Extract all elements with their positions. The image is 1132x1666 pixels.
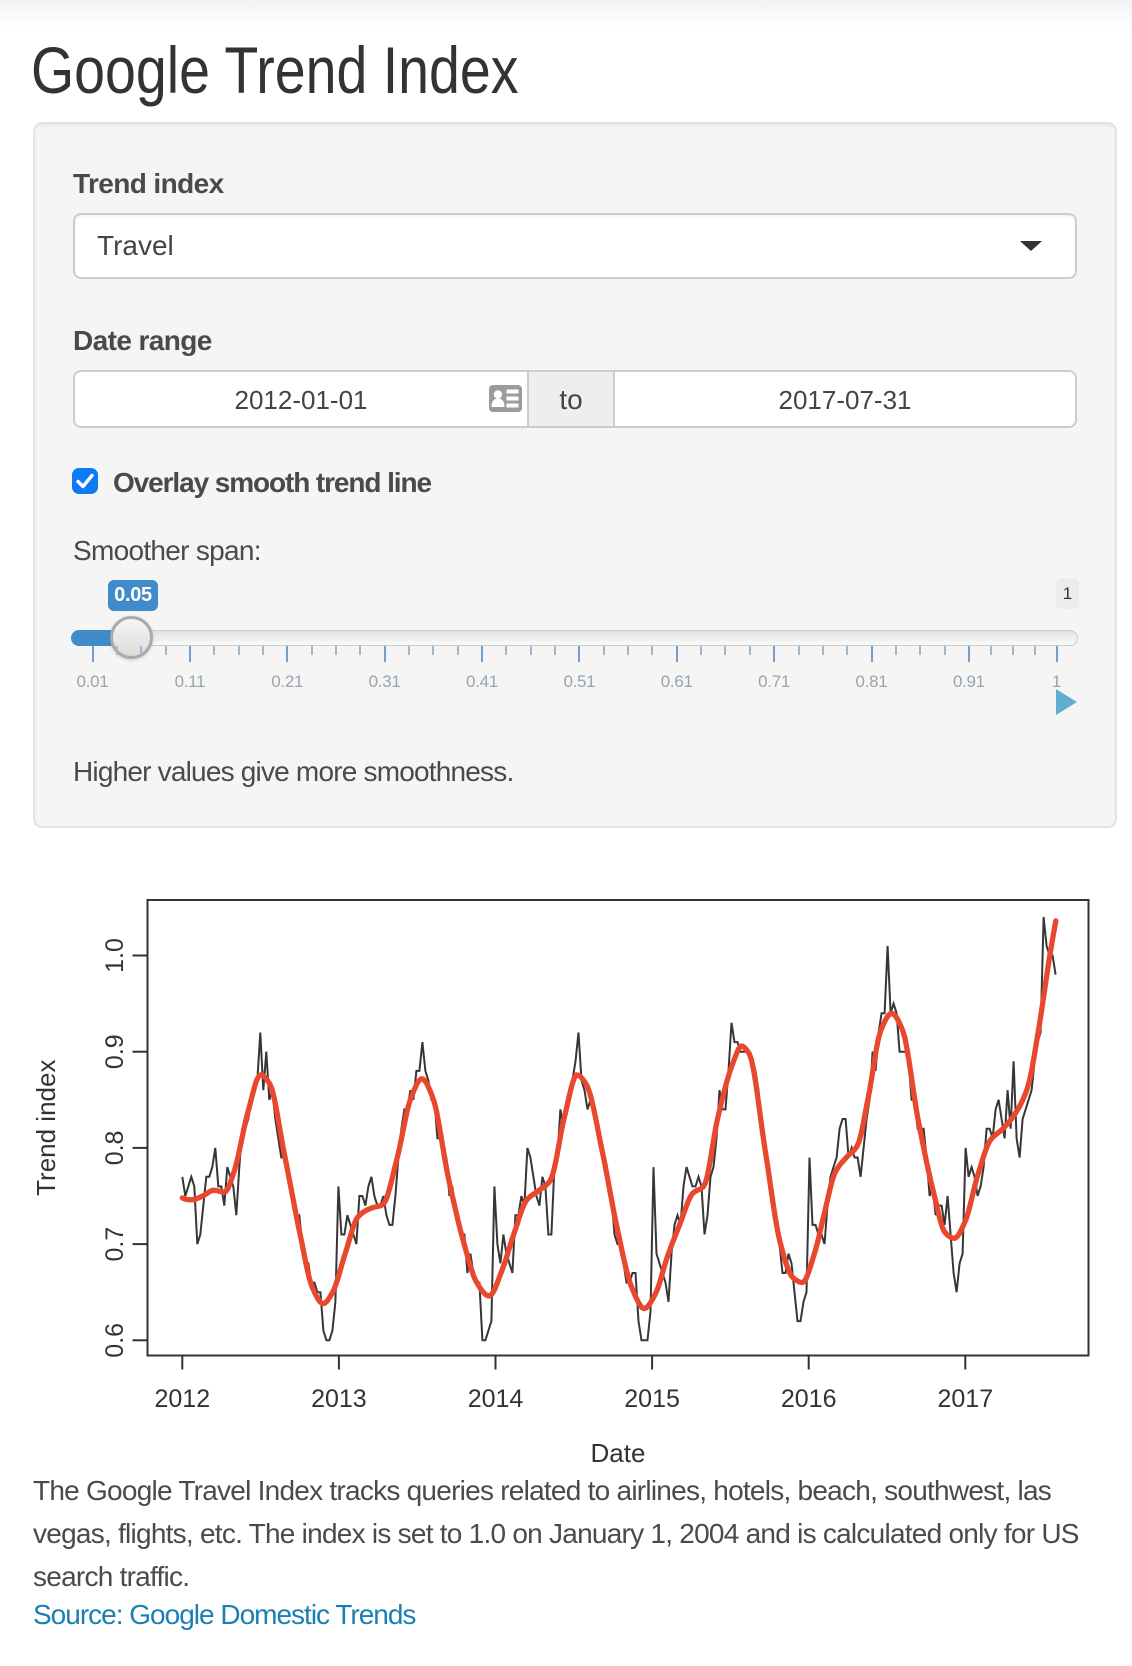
svg-text:Trend index: Trend index [31, 1060, 61, 1196]
svg-text:2013: 2013 [311, 1385, 367, 1413]
svg-text:0.8: 0.8 [101, 1131, 129, 1166]
svg-text:2016: 2016 [781, 1385, 837, 1413]
svg-text:0.6: 0.6 [101, 1323, 129, 1358]
svg-text:0.9: 0.9 [101, 1034, 129, 1069]
svg-text:2017: 2017 [937, 1385, 993, 1413]
svg-text:2015: 2015 [624, 1385, 680, 1413]
svg-text:2012: 2012 [154, 1385, 210, 1413]
svg-text:2014: 2014 [468, 1385, 524, 1413]
svg-text:0.7: 0.7 [101, 1227, 129, 1262]
svg-text:1.0: 1.0 [101, 938, 129, 973]
svg-text:Date: Date [591, 1438, 646, 1468]
